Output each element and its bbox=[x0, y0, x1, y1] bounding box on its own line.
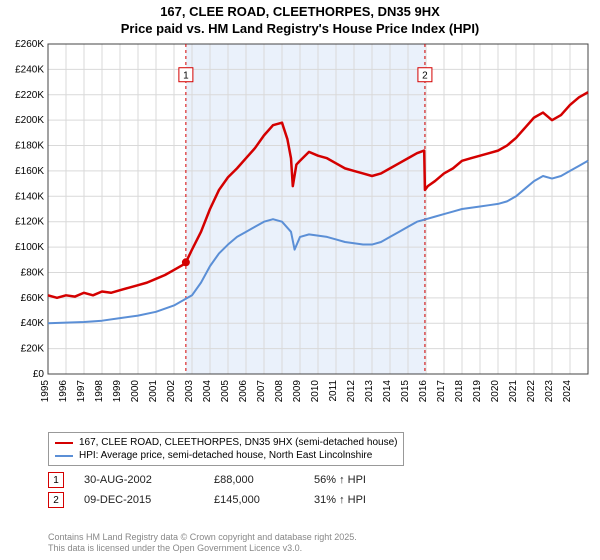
svg-text:2022: 2022 bbox=[526, 380, 537, 403]
legend-item: 167, CLEE ROAD, CLEETHORPES, DN35 9HX (s… bbox=[55, 436, 397, 449]
marker-badge: 1 bbox=[48, 472, 64, 488]
marker-row: 2 09-DEC-2015 £145,000 31% ↑ HPI bbox=[48, 492, 424, 508]
marker-price: £88,000 bbox=[214, 474, 294, 486]
svg-text:£80K: £80K bbox=[21, 267, 45, 278]
attribution-line-1: Contains HM Land Registry data © Crown c… bbox=[48, 532, 357, 543]
marker-row: 1 30-AUG-2002 £88,000 56% ↑ HPI bbox=[48, 472, 424, 488]
svg-text:1996: 1996 bbox=[58, 380, 69, 403]
svg-text:2019: 2019 bbox=[472, 380, 483, 403]
svg-text:2007: 2007 bbox=[256, 380, 267, 403]
legend-label: HPI: Average price, semi-detached house,… bbox=[79, 449, 372, 462]
svg-text:2009: 2009 bbox=[292, 380, 303, 403]
svg-text:£40K: £40K bbox=[21, 318, 45, 329]
marker-date: 09-DEC-2015 bbox=[84, 494, 194, 506]
svg-text:1997: 1997 bbox=[76, 380, 87, 403]
svg-text:2013: 2013 bbox=[364, 380, 375, 403]
chart-area: 1219951996199719981999200020012002200320… bbox=[48, 44, 588, 424]
title-block: 167, CLEE ROAD, CLEETHORPES, DN35 9HX Pr… bbox=[0, 0, 600, 38]
svg-text:2002: 2002 bbox=[166, 380, 177, 403]
svg-text:£240K: £240K bbox=[15, 64, 44, 75]
title-line-1: 167, CLEE ROAD, CLEETHORPES, DN35 9HX bbox=[0, 4, 600, 21]
svg-text:2000: 2000 bbox=[130, 380, 141, 403]
svg-text:2006: 2006 bbox=[238, 380, 249, 403]
svg-text:2024: 2024 bbox=[562, 380, 573, 403]
svg-text:2015: 2015 bbox=[400, 380, 411, 403]
svg-text:£260K: £260K bbox=[15, 39, 44, 50]
legend: 167, CLEE ROAD, CLEETHORPES, DN35 9HX (s… bbox=[48, 432, 404, 466]
marker-table: 1 30-AUG-2002 £88,000 56% ↑ HPI 2 09-DEC-2015… bbox=[48, 472, 424, 512]
root: 167, CLEE ROAD, CLEETHORPES, DN35 9HX Pr… bbox=[0, 0, 600, 560]
svg-text:£200K: £200K bbox=[15, 115, 44, 126]
svg-text:2017: 2017 bbox=[436, 380, 447, 403]
title-line-2: Price paid vs. HM Land Registry's House … bbox=[0, 21, 600, 38]
marker-date: 30-AUG-2002 bbox=[84, 474, 194, 486]
marker-price: £145,000 bbox=[214, 494, 294, 506]
svg-text:2005: 2005 bbox=[220, 380, 231, 403]
svg-text:2004: 2004 bbox=[202, 380, 213, 403]
legend-swatch bbox=[55, 455, 73, 457]
svg-text:1995: 1995 bbox=[40, 380, 51, 403]
svg-text:£20K: £20K bbox=[21, 344, 45, 355]
svg-text:£120K: £120K bbox=[15, 217, 44, 228]
marker-badge: 2 bbox=[48, 492, 64, 508]
svg-text:£100K: £100K bbox=[15, 242, 44, 253]
svg-text:2014: 2014 bbox=[382, 380, 393, 403]
svg-text:2023: 2023 bbox=[544, 380, 555, 403]
svg-text:2: 2 bbox=[422, 71, 428, 82]
svg-text:2008: 2008 bbox=[274, 380, 285, 403]
legend-swatch bbox=[55, 442, 73, 444]
marker-pct: 56% ↑ HPI bbox=[314, 474, 424, 486]
attribution-line-2: This data is licensed under the Open Gov… bbox=[48, 543, 357, 554]
svg-text:2003: 2003 bbox=[184, 380, 195, 403]
svg-text:£0: £0 bbox=[33, 369, 45, 380]
svg-text:2020: 2020 bbox=[490, 380, 501, 403]
svg-text:1999: 1999 bbox=[112, 380, 123, 403]
marker-pct: 31% ↑ HPI bbox=[314, 494, 424, 506]
svg-text:2016: 2016 bbox=[418, 380, 429, 403]
svg-text:2012: 2012 bbox=[346, 380, 357, 403]
svg-text:£60K: £60K bbox=[21, 293, 45, 304]
svg-text:£220K: £220K bbox=[15, 90, 44, 101]
attribution: Contains HM Land Registry data © Crown c… bbox=[48, 532, 357, 554]
svg-text:2018: 2018 bbox=[454, 380, 465, 403]
svg-text:£140K: £140K bbox=[15, 191, 44, 202]
svg-text:2001: 2001 bbox=[148, 380, 159, 403]
legend-item: HPI: Average price, semi-detached house,… bbox=[55, 449, 397, 462]
svg-text:2011: 2011 bbox=[328, 380, 339, 402]
svg-text:2021: 2021 bbox=[508, 380, 519, 403]
legend-label: 167, CLEE ROAD, CLEETHORPES, DN35 9HX (s… bbox=[79, 436, 397, 449]
svg-text:2010: 2010 bbox=[310, 380, 321, 403]
svg-text:1: 1 bbox=[183, 71, 189, 82]
svg-text:£160K: £160K bbox=[15, 166, 44, 177]
price-chart: 1219951996199719981999200020012002200320… bbox=[48, 44, 588, 424]
svg-text:1998: 1998 bbox=[94, 380, 105, 403]
svg-text:£180K: £180K bbox=[15, 141, 44, 152]
